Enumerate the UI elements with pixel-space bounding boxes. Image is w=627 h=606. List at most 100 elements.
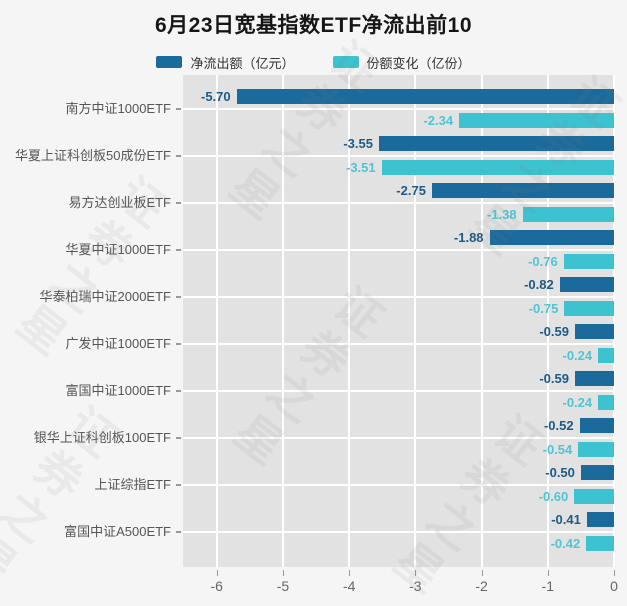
share-change-bar [598,348,614,363]
category-label: 上证综指ETF [94,477,171,492]
x-axis-tick [415,570,417,576]
outflow-bar [586,512,614,527]
outflow-bar [580,465,614,480]
horizontal-gridline [183,296,614,298]
y-axis-tick [176,155,181,157]
outflow-value-label: -0.41 [551,512,581,527]
share-change-value-label: -0.60 [538,489,569,504]
outflow-value-label: -5.70 [201,89,231,104]
category-label: 广发中证1000ETF [65,336,171,351]
legend-swatch-share-change [332,56,359,68]
y-axis-tick [176,108,181,110]
vertical-gridline [215,75,218,567]
category-label: 华泰柏瑞中证2000ETF [39,289,171,304]
share-change-value-label: -0.24 [562,395,593,410]
share-change-bar [563,254,614,269]
x-axis-tick-label: -4 [342,578,356,594]
outflow-bar [559,277,614,292]
x-axis-tick [216,570,218,576]
share-change-value-label: -3.51 [345,160,376,175]
outflow-bar [574,324,614,339]
x-axis-tick-label: -6 [210,578,223,594]
legend-label-outflow: 净流出额（亿元） [190,55,295,71]
share-change-value-label: -0.24 [562,348,593,363]
outflow-value-label: -0.82 [524,277,554,292]
y-axis-tick [176,202,181,204]
outflow-bar [378,136,614,151]
outflow-value-label: -0.59 [539,324,569,339]
x-axis-tick [349,570,351,576]
share-change-value-label: -0.42 [550,536,581,551]
horizontal-gridline [183,437,614,439]
category-label: 易方达创业板ETF [68,195,171,210]
y-axis-tick [176,249,181,251]
outflow-bar [489,230,614,245]
vertical-gridline [348,75,351,567]
legend: 净流出额（亿元） 份额变化（亿份） [0,53,627,71]
outflow-value-label: -0.52 [543,418,574,433]
legend-item-outflow: 净流出额（亿元） [156,53,295,72]
horizontal-gridline [183,249,614,251]
x-axis-tick-label: -2 [475,578,488,594]
horizontal-gridline [183,155,614,157]
outflow-bar [236,89,614,104]
x-axis-tick [614,570,615,576]
share-change-bar [586,536,614,551]
x-axis-tick [481,570,483,576]
y-axis-tick [176,343,181,345]
x-axis-tick-label: -5 [276,578,290,594]
horizontal-gridline [183,484,614,486]
outflow-bar [574,371,614,386]
share-change-value-label: -0.76 [528,254,558,269]
legend-swatch-outflow [156,56,183,68]
vertical-gridline [281,75,284,567]
share-change-bar [574,489,614,504]
outflow-bar [579,418,614,433]
plot-area [183,75,615,567]
share-change-value-label: -0.54 [542,442,573,457]
category-label: 华夏上证科创板50成份ETF [14,148,171,163]
chart-title: 6月23日宽基指数ETF净流出前10 [154,14,473,37]
y-axis-tick [176,437,181,439]
share-change-value-label: -2.34 [423,113,454,128]
legend-item-share-change: 份额变化（亿份） [332,53,471,72]
horizontal-gridline [183,202,614,204]
share-change-bar [522,207,614,222]
outflow-value-label: -0.59 [539,371,569,386]
category-label: 富国中证A500ETF [64,524,171,539]
share-change-bar [564,301,614,316]
vertical-gridline [480,75,483,567]
y-axis-tick [176,531,181,533]
horizontal-gridline [183,531,614,533]
x-axis-tick [547,570,549,576]
vertical-gridline [613,75,615,567]
y-axis-tick [176,296,181,298]
x-axis-tick-label: -1 [541,578,554,594]
horizontal-gridline [183,343,614,345]
x-axis-tick-label: -3 [409,578,422,594]
share-change-bar [459,113,614,128]
vertical-gridline [414,75,417,567]
y-axis-tick [176,390,181,392]
category-label: 南方中证1000ETF [65,101,171,116]
legend-label-share-change: 份额变化（亿份） [366,55,471,71]
y-axis-tick [176,484,181,486]
share-change-bar [578,442,614,457]
horizontal-gridline [183,108,614,110]
category-label: 华夏中证1000ETF [65,242,171,257]
watermark-text: 证券之星 [0,394,125,598]
outflow-value-label: -0.50 [545,465,575,480]
category-label: 银华上证科创板100ETF [33,430,171,445]
outflow-value-label: -1.88 [453,230,484,245]
share-change-value-label: -1.38 [487,207,517,222]
outflow-value-label: -3.55 [343,136,373,151]
x-axis-tick [282,570,284,576]
x-axis-tick-label: 0 [610,578,618,594]
horizontal-gridline [183,390,614,392]
share-change-bar [381,160,614,175]
share-change-bar [598,395,614,410]
vertical-gridline [546,75,549,567]
share-change-value-label: -0.75 [528,301,559,316]
category-label: 富国中证1000ETF [65,383,171,398]
